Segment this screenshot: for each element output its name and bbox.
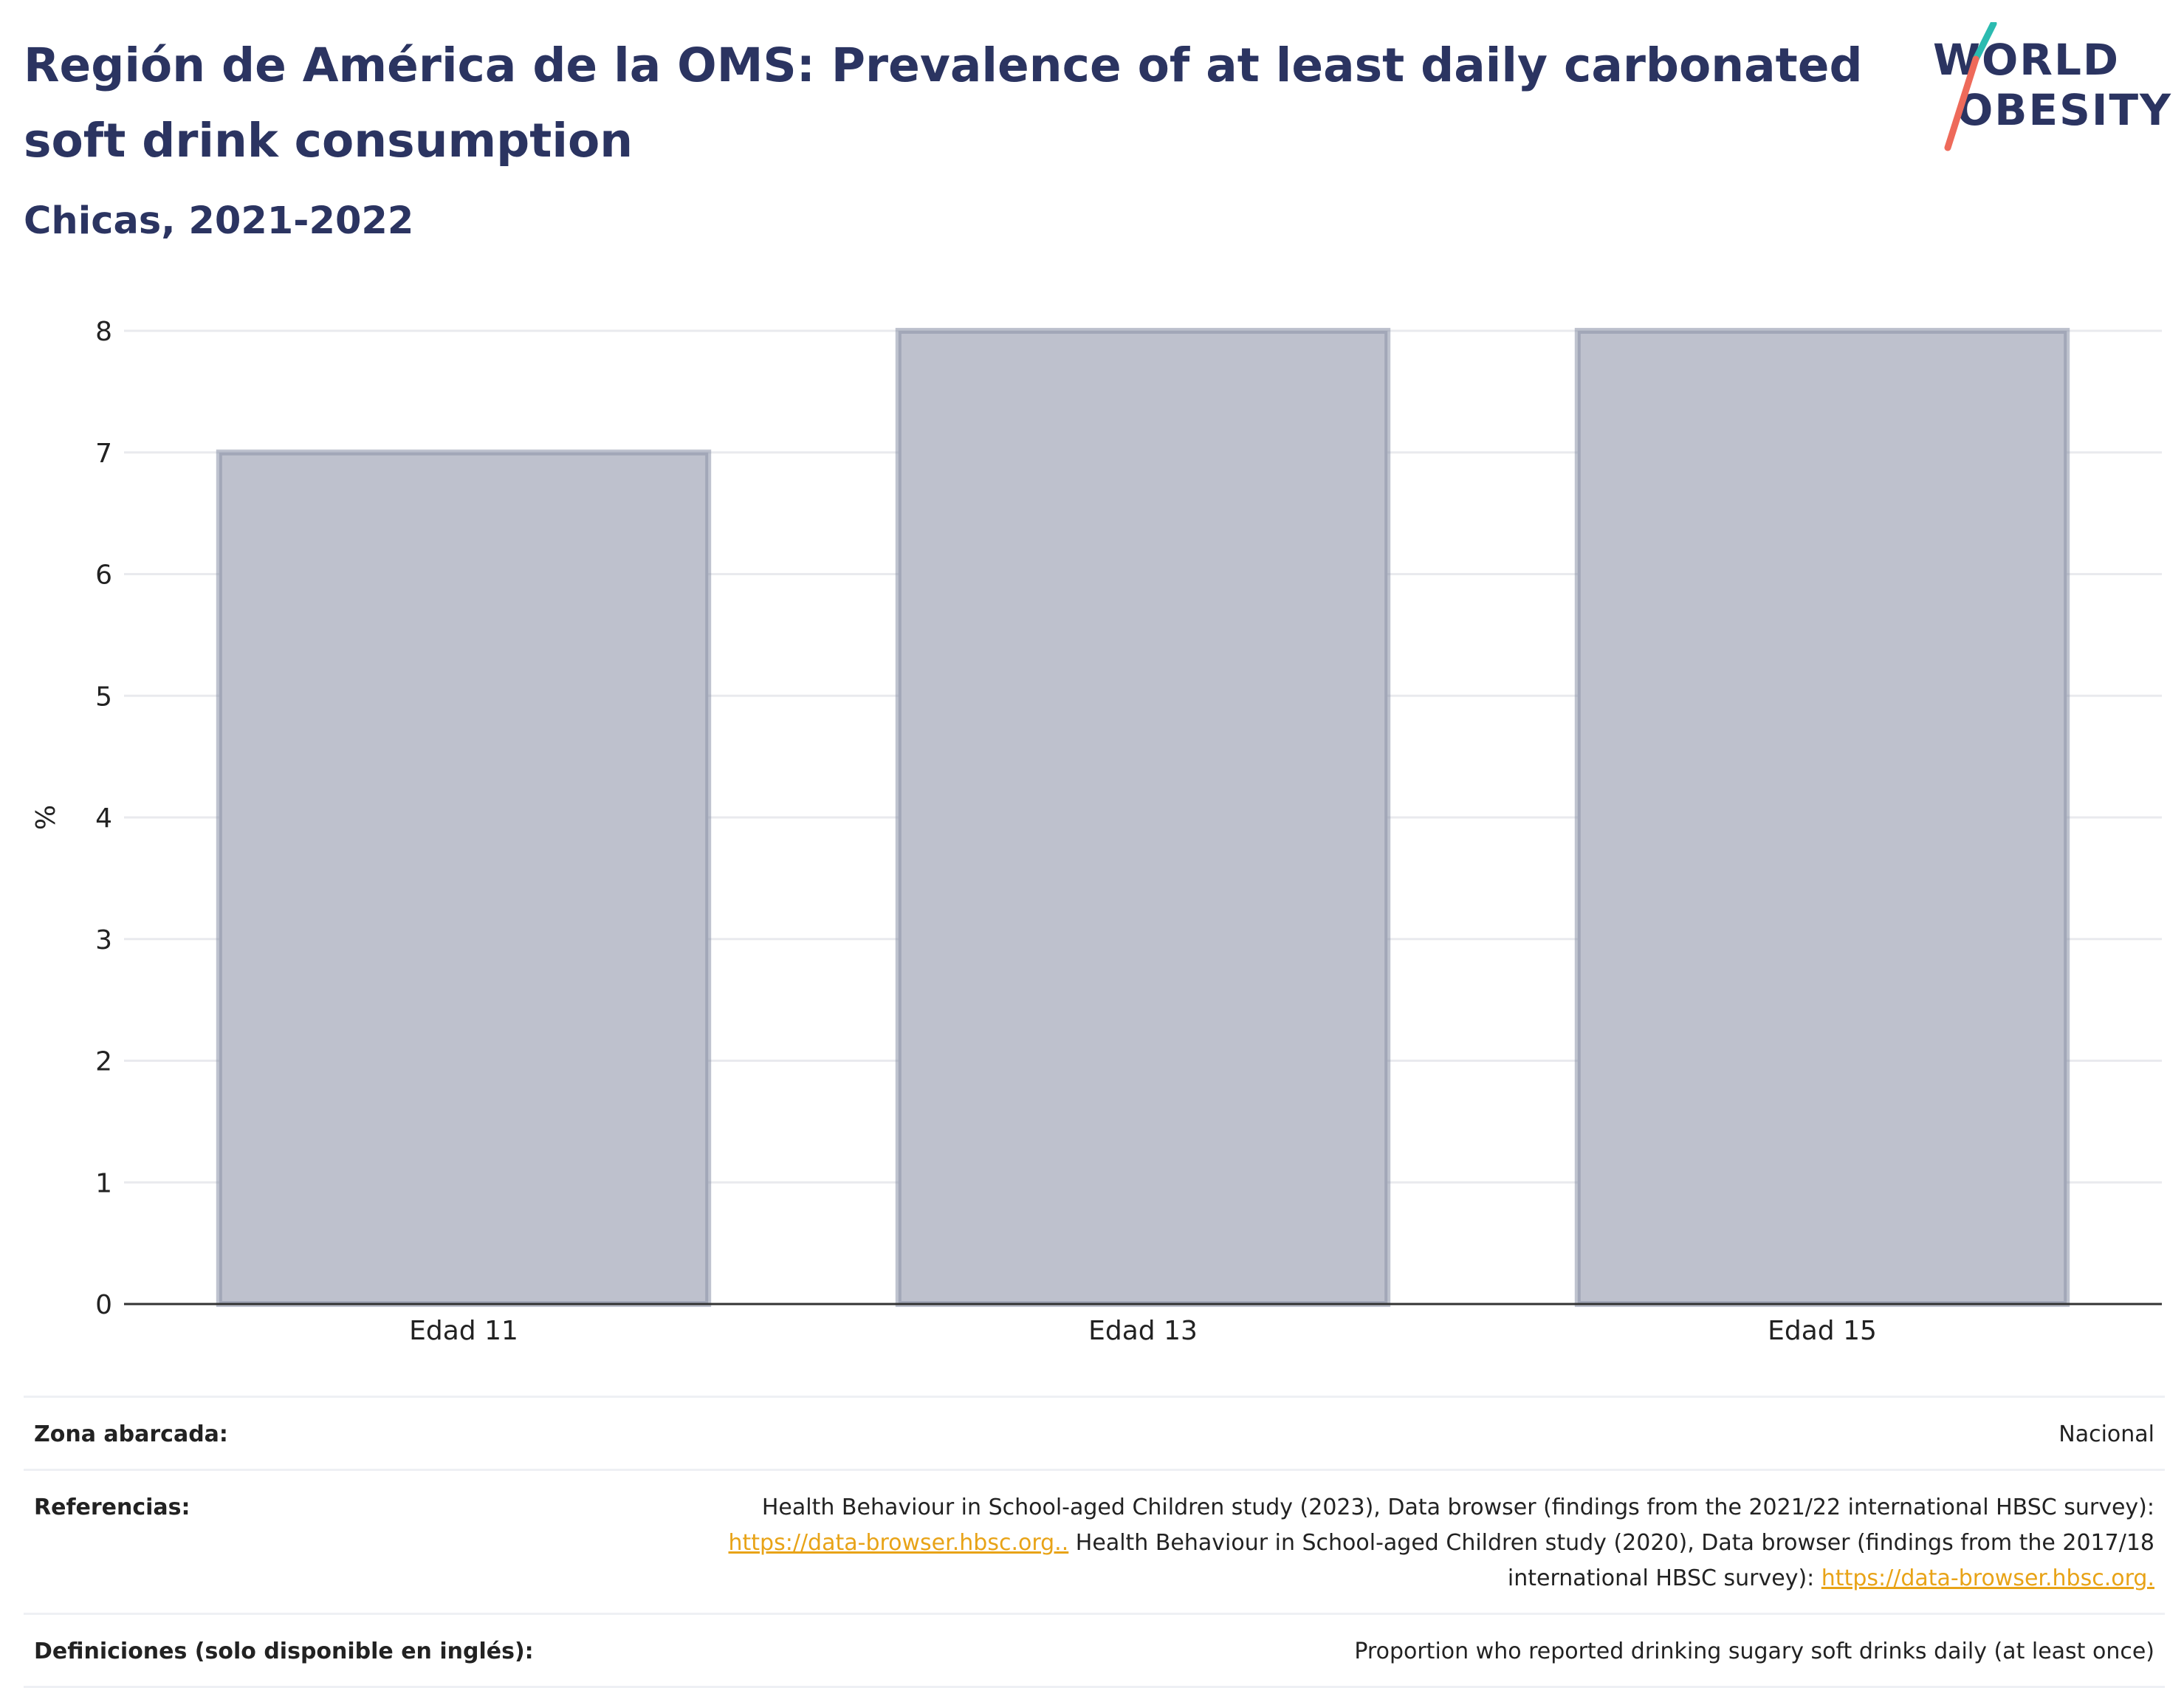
reference-text-1: Health Behaviour in School-aged Children… [761,1495,2154,1520]
info-row-zona: Zona abarcada: Nacional [24,1396,2165,1470]
bar [895,328,1391,1307]
bar-chart: 0 1 2 3 4 5 6 7 8 Edad 11 Edad 13 Edad 15 % [31,317,2162,1346]
y-tick-label: 0 [95,1290,112,1320]
y-tick-label: 6 [95,560,112,591]
reference-text-2: Health Behaviour in School-aged Children… [1068,1530,2154,1591]
y-axis-ticks: 0 1 2 3 4 5 6 7 8 [95,317,112,1320]
x-tick-label: Edad 15 [1768,1316,1877,1346]
zona-label: Zona abarcada: [24,1396,576,1470]
logo-slash-icon [1944,22,1997,151]
info-row-references: Referencias: Health Behaviour in School-… [24,1469,2165,1614]
y-tick-label: 5 [95,682,112,712]
zona-value: Nacional [576,1396,2165,1470]
y-axis-label: % [31,805,61,830]
x-tick-label: Edad 11 [409,1316,518,1346]
references-value: Health Behaviour in School-aged Children… [576,1469,2165,1614]
reference-link-2[interactable]: https://data-browser.hbsc.org. [1821,1565,2154,1591]
definitions-value: Proportion who reported drinking sugary … [576,1613,2165,1688]
y-tick-label: 2 [95,1047,112,1077]
bar [1574,328,2070,1307]
definitions-label: Definiciones (solo disponible en inglés)… [24,1613,576,1688]
bars [216,328,2070,1307]
bar [216,449,712,1307]
world-obesity-logo: WORLD OBESITY [1927,22,2171,155]
y-tick-label: 7 [95,439,112,469]
x-tick-label: Edad 13 [1088,1316,1198,1346]
references-label: Referencias: [24,1469,576,1614]
y-tick-label: 1 [95,1168,112,1198]
logo-word-world: WORLD [1933,35,2121,85]
x-axis-ticks: Edad 11 Edad 13 Edad 15 [409,1316,1877,1346]
chart-subtitle: Chicas, 2021-2022 [24,199,414,243]
y-tick-label: 8 [95,317,112,347]
y-tick-label: 3 [95,925,112,955]
logo-word-obesity: OBESITY [1957,85,2173,135]
info-row-definitions: Definiciones (solo disponible en inglés)… [24,1613,2165,1688]
y-tick-label: 4 [95,803,112,834]
info-table: Zona abarcada: Nacional Referencias: Hea… [24,1396,2165,1688]
chart-title: Región de América de la OMS: Prevalence … [24,38,1863,168]
reference-link-1[interactable]: https://data-browser.hbsc.org.. [728,1530,1069,1556]
